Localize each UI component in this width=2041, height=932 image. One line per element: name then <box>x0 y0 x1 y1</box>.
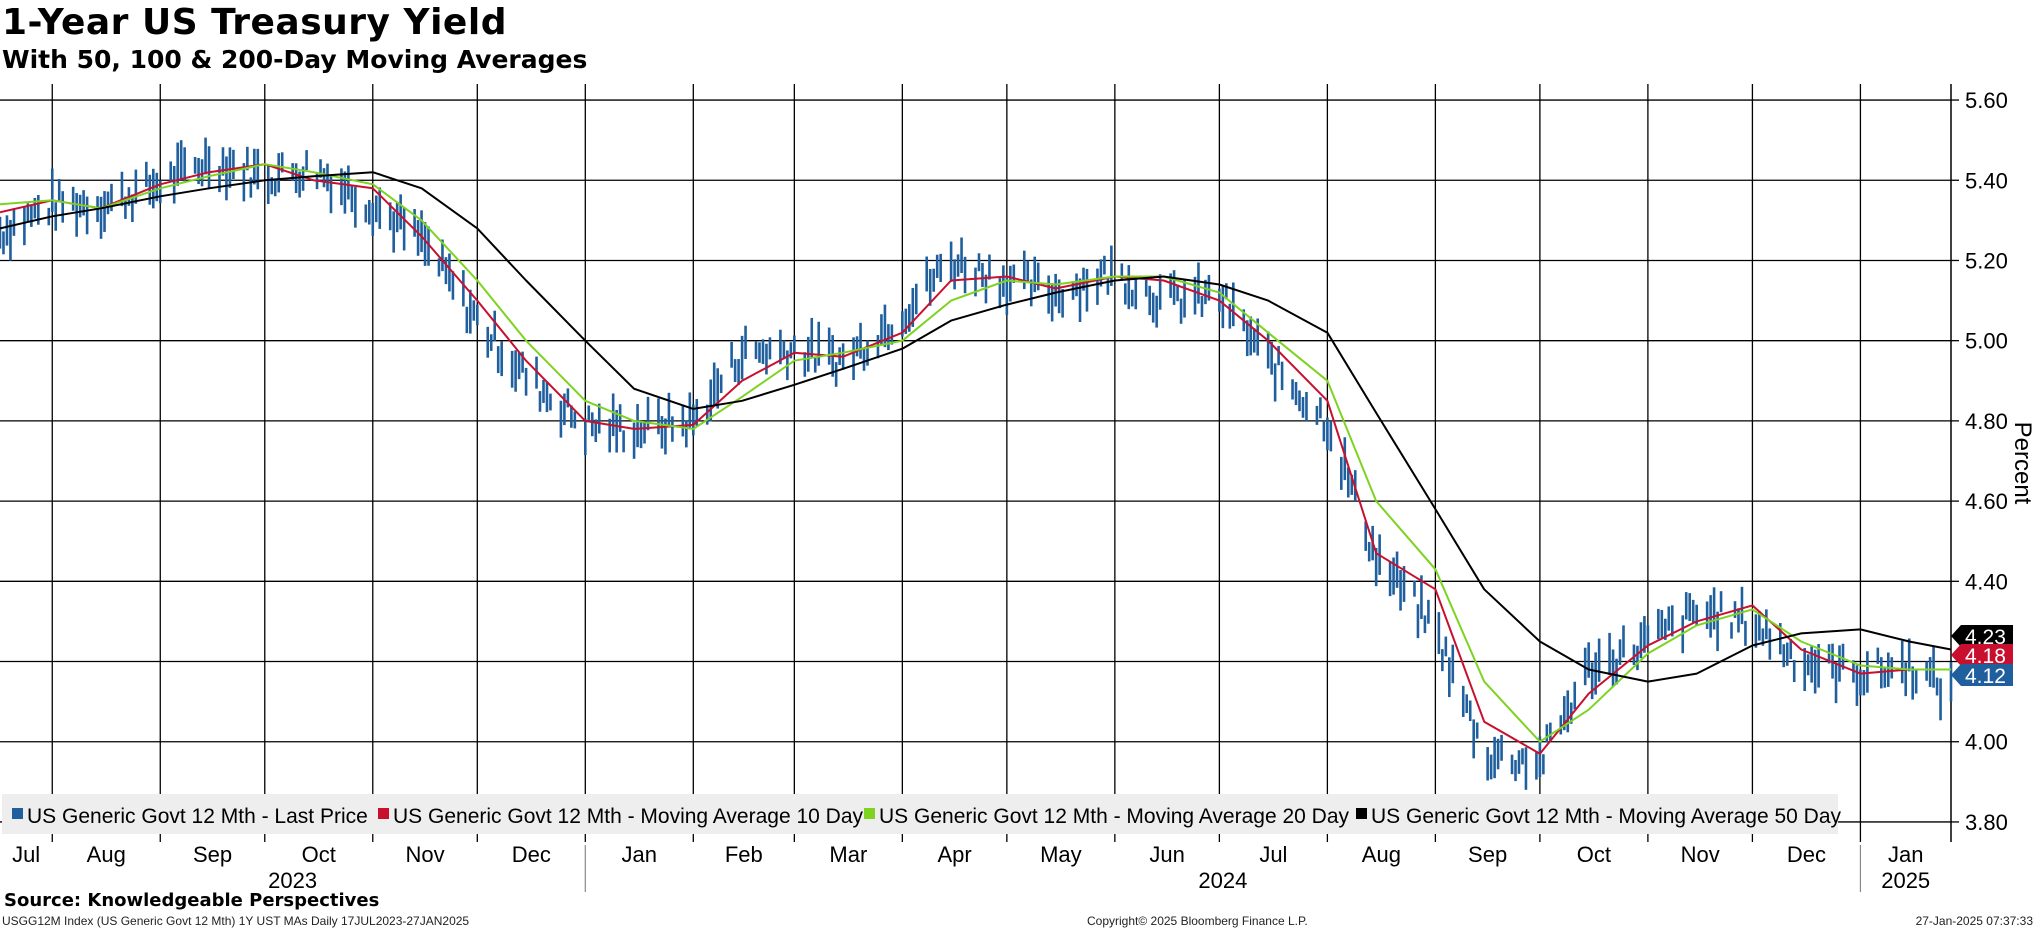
y-tick-label: 3.80 <box>1965 810 2008 835</box>
chart-title: 1-Year US Treasury Yield <box>2 2 507 43</box>
last-value-label-ma10: 4.18 <box>1965 645 2006 668</box>
x-year-label: 2025 <box>1881 868 1930 893</box>
last-value-label-last_price: 4.12 <box>1965 665 2006 688</box>
x-month-label: Nov <box>405 842 444 867</box>
y-tick-label: 5.00 <box>1965 329 2008 354</box>
chart-subtitle: With 50, 100 & 200-Day Moving Averages <box>2 45 588 74</box>
y-tick-label: 5.20 <box>1965 248 2008 273</box>
legend-swatch-ma10 <box>378 808 389 819</box>
series-line-ma50 <box>0 171 1952 683</box>
x-month-label: Sep <box>1468 842 1507 867</box>
last-value-tag-last_price <box>1951 664 2013 686</box>
y-tick-label: 4.60 <box>1965 489 2008 514</box>
x-month-label: Feb <box>725 842 763 867</box>
last-value-label-ma50: 4.23 <box>1965 626 2006 649</box>
y-tick-label: 4.80 <box>1965 409 2008 434</box>
ticker-info: USGG12M Index (US Generic Govt 12 Mth) 1… <box>2 914 470 928</box>
x-month-label: Mar <box>829 842 867 867</box>
x-year-label: 2024 <box>1198 868 1247 893</box>
x-month-label: Jan <box>1888 842 1923 867</box>
series-line-ma10 <box>0 163 1951 755</box>
legend-swatch-last_price <box>12 808 23 819</box>
x-month-label: Apr <box>937 842 971 867</box>
x-year-label: 2023 <box>268 868 317 893</box>
legend-swatch-ma20 <box>864 808 875 819</box>
legend-label-ma10: US Generic Govt 12 Mth - Moving Average … <box>393 805 863 828</box>
x-month-label: May <box>1040 842 1082 867</box>
x-month-label: Dec <box>1787 842 1826 867</box>
x-month-label: Nov <box>1681 842 1720 867</box>
x-month-label: Jun <box>1149 842 1184 867</box>
x-month-label: Oct <box>1577 842 1611 867</box>
x-month-label: Aug <box>87 842 126 867</box>
y-tick-label: 5.60 <box>1965 88 2008 113</box>
source-note: Source: Knowledgeable Perspectives <box>4 890 380 911</box>
legend-label-last_price: US Generic Govt 12 Mth - Last Price <box>27 805 368 828</box>
y-tick-label: 4.00 <box>1965 730 2008 755</box>
x-month-label: Jul <box>1259 842 1287 867</box>
y-tick-label: 5.40 <box>1965 168 2008 193</box>
y-axis-label: Percent <box>2009 422 2036 505</box>
x-month-label: Jul <box>12 842 40 867</box>
x-month-label: Jan <box>622 842 657 867</box>
legend-swatch-ma50 <box>1356 808 1367 819</box>
legend-label-ma50: US Generic Govt 12 Mth - Moving Average … <box>1371 805 1841 828</box>
x-month-label: Aug <box>1362 842 1401 867</box>
legend-box <box>2 794 1838 834</box>
last-value-tag-ma50 <box>1951 625 2013 647</box>
x-month-label: Dec <box>512 842 551 867</box>
y-tick-label: 4.40 <box>1965 569 2008 594</box>
timestamp: 27-Jan-2025 07:37:33 <box>1915 914 2033 928</box>
x-month-label: Sep <box>193 842 232 867</box>
series-line-ma20 <box>0 163 1951 743</box>
legend-label-ma20: US Generic Govt 12 Mth - Moving Average … <box>879 805 1349 828</box>
last-value-tag-ma10 <box>1951 644 2013 666</box>
x-month-label: Oct <box>302 842 336 867</box>
copyright-note: Copyright© 2025 Bloomberg Finance L.P. <box>1087 914 1308 928</box>
